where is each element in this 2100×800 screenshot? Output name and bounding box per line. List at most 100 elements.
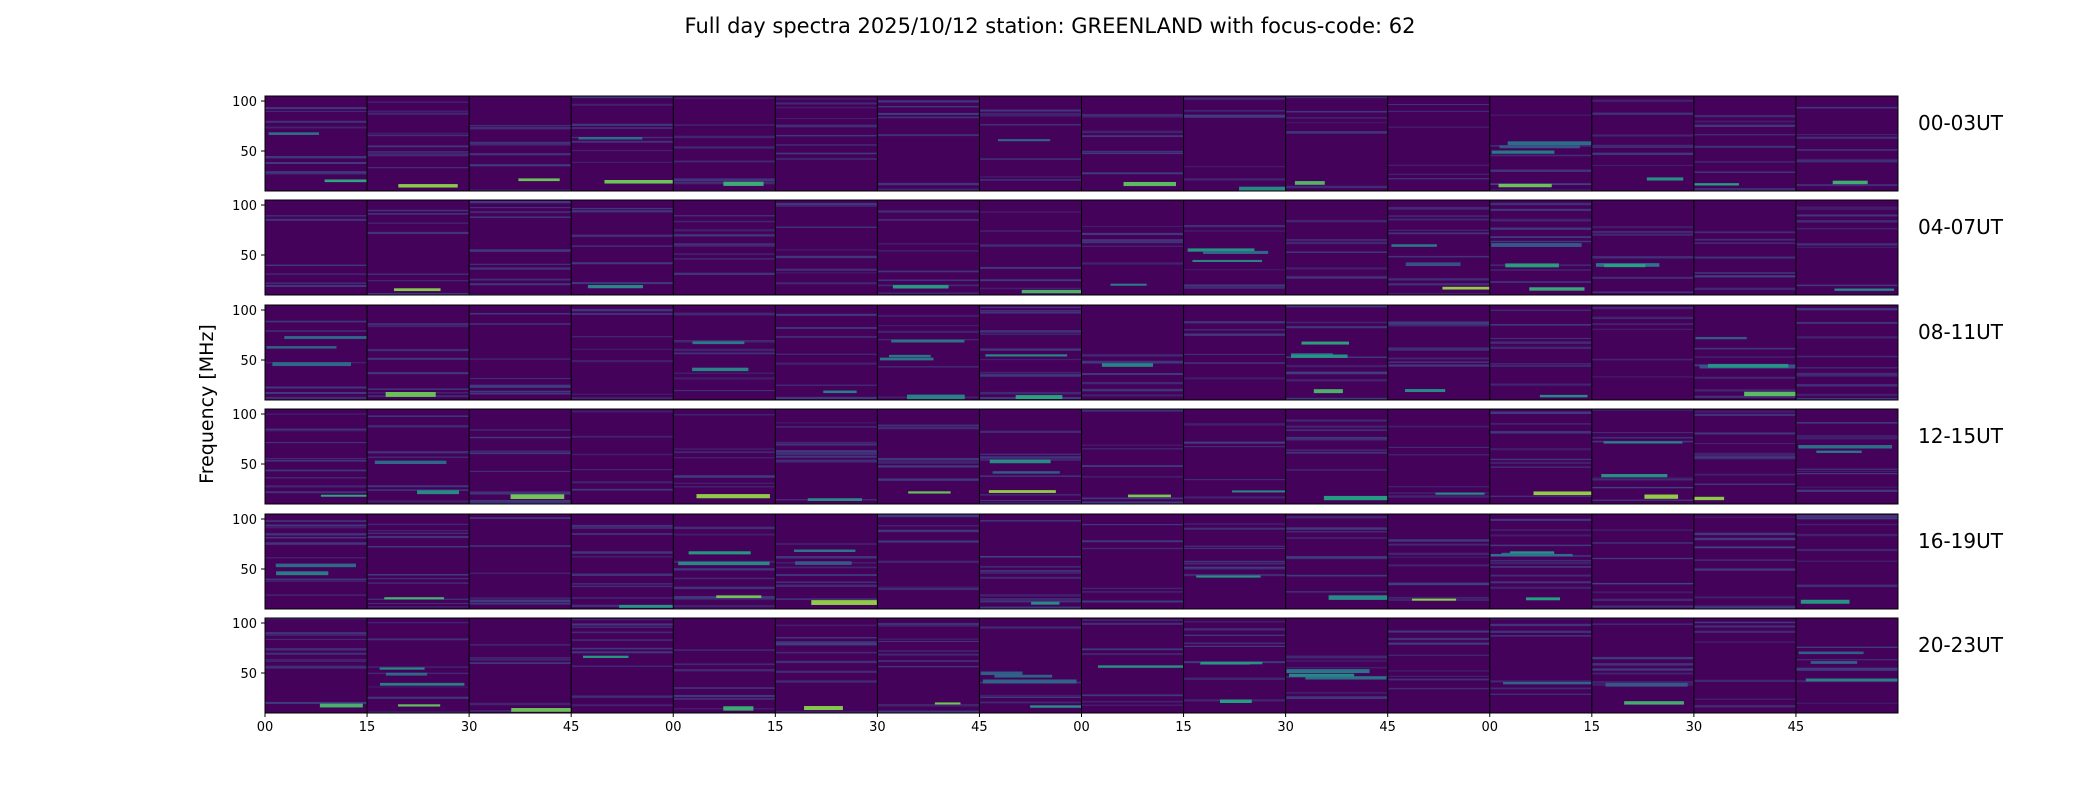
spectrum-panel	[1081, 354, 1184, 397]
y-tick-label: 100	[232, 513, 257, 528]
spectrum-panel	[1387, 425, 1490, 498]
row-label: 04-07UT	[1918, 215, 2004, 239]
spectrum-panel	[877, 514, 980, 591]
spectrum-panel	[979, 430, 1082, 504]
spectrum-panel	[877, 622, 980, 713]
spectrum-panel	[1489, 618, 1592, 695]
spectrum-panel	[571, 618, 674, 707]
spectrum-panel	[367, 101, 470, 191]
row-label: 16-19UT	[1918, 529, 2004, 553]
chart-title: Full day spectra 2025/10/12 station: GRE…	[685, 14, 1416, 38]
spectrum-panel	[673, 526, 776, 609]
spectrum-panel	[673, 414, 776, 499]
spectrum-panel	[1693, 115, 1796, 191]
y-tick-label: 100	[232, 199, 257, 214]
spectrum-panel	[469, 125, 572, 191]
x-tick-label: 00	[1481, 720, 1498, 735]
spectrum-panel	[673, 215, 776, 276]
spectrum-panel	[367, 415, 470, 503]
spectrum-panel	[1081, 225, 1184, 286]
spectrum-panel	[1693, 231, 1796, 291]
x-tick-label: 00	[257, 720, 274, 735]
spectrum-panel	[1489, 411, 1592, 497]
spectra-row: 100 50 04-07UT	[232, 199, 2004, 296]
x-tick-label: 30	[461, 720, 478, 735]
spectrum-panel	[1795, 308, 1898, 400]
spectrum-panel	[1591, 529, 1694, 608]
spectrum-panel	[1693, 410, 1796, 504]
row-label: 12-15UT	[1918, 424, 2004, 448]
spectrum-panel	[1795, 206, 1898, 291]
spectrum-panel	[571, 524, 674, 608]
spectrum-panel	[1081, 409, 1184, 504]
spectrum-panel	[1183, 620, 1286, 703]
spectrum-panel	[571, 207, 674, 289]
spectrum-panel	[775, 202, 878, 285]
row-label: 08-11UT	[1918, 320, 2004, 344]
spectrum-panel	[1489, 202, 1592, 291]
y-axis-label: Frequency [MHz]	[196, 324, 218, 484]
y-tick-label: 50	[240, 354, 257, 369]
spectrum-panel	[265, 413, 368, 497]
spectrum-panel	[265, 520, 368, 596]
spectrum-panel	[469, 644, 572, 712]
spectrum-panel	[1183, 423, 1286, 499]
y-tick-label: 100	[232, 304, 257, 319]
x-tick-label: 30	[869, 720, 886, 735]
spectrum-panel	[265, 215, 368, 288]
spectrum-panel	[775, 98, 878, 160]
y-tick-label: 100	[232, 408, 257, 423]
x-axis: 00 15 30 45 00 15 30 45 00 15 30 45 00 15 30 45	[257, 713, 1804, 735]
spectrum-panel	[979, 306, 1082, 400]
spectrum-panel	[571, 96, 674, 184]
spectrum-panel	[1081, 619, 1184, 707]
spectrum-panel	[1693, 516, 1796, 609]
x-tick-label: 15	[1175, 720, 1192, 735]
row-label: 00-03UT	[1918, 111, 2004, 135]
spectrum-panel	[1183, 321, 1286, 380]
spectrum-panel	[775, 624, 878, 713]
y-tick-label: 50	[240, 458, 257, 473]
spectrum-panel	[1081, 524, 1184, 603]
y-tick-label: 50	[240, 563, 257, 578]
spectrum-panel	[1387, 630, 1490, 690]
spectrum-panel	[1285, 516, 1388, 600]
x-tick-label: 00	[665, 720, 682, 735]
spectrum-panel	[1183, 523, 1286, 578]
spectrum-panel	[1795, 646, 1898, 704]
spectrum-panel	[775, 422, 878, 501]
spectrum-panel	[979, 211, 1082, 294]
row-label: 20-23UT	[1918, 633, 2004, 657]
spectrum-panel	[1591, 409, 1694, 502]
spectrum-panel	[979, 626, 1082, 708]
row-frame	[264, 408, 1899, 505]
y-tick-label: 100	[232, 617, 257, 632]
spectrum-panel	[673, 649, 776, 711]
spectrum-panel	[367, 523, 470, 608]
spectrum-panel	[1387, 103, 1490, 180]
spectrum-panel	[877, 100, 980, 191]
spectrum-panel	[469, 429, 572, 504]
spectrum-panel	[1591, 226, 1694, 293]
spectrum-panel	[979, 109, 1082, 181]
x-tick-label: 30	[1686, 720, 1703, 735]
spectrum-panel	[1387, 206, 1490, 295]
row-frame	[264, 513, 1899, 610]
spectrum-panel	[673, 312, 776, 392]
x-tick-label: 15	[359, 720, 376, 735]
spectrum-panel	[1285, 305, 1388, 400]
row-frame	[264, 304, 1899, 401]
spectrum-panel	[1795, 422, 1898, 492]
spectrum-panel	[877, 424, 980, 494]
spectrum-panel	[1285, 96, 1388, 189]
spectrum-panel	[367, 323, 470, 398]
spectra-row: 100 50 12-15UT	[232, 408, 2004, 505]
x-tick-label: 30	[1277, 720, 1294, 735]
spectrum-panel	[1387, 539, 1490, 601]
spectrum-panel	[265, 320, 368, 400]
row-frame	[264, 199, 1899, 296]
spectrum-panel	[1591, 99, 1694, 181]
y-tick-label: 50	[240, 145, 257, 160]
spectrum-panel	[1591, 623, 1694, 705]
